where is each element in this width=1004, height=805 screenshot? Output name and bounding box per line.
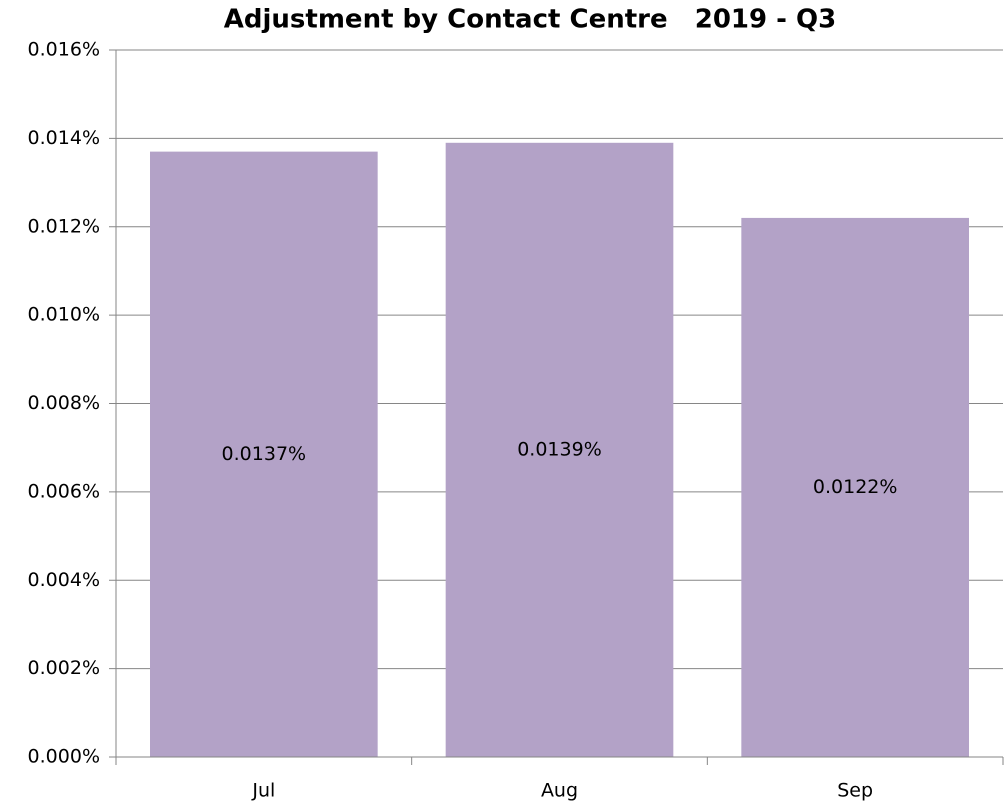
bar: [150, 151, 378, 758]
bar: [741, 217, 969, 758]
y-tick-label: 0.004%: [28, 569, 100, 591]
y-tick-label: 0.000%: [28, 746, 100, 768]
y-tick-label: 0.002%: [28, 657, 100, 679]
x-tick-label: Jul: [251, 780, 275, 802]
chart-title: Adjustment by Contact Centre 2019 - Q3: [224, 5, 836, 35]
x-tick-label: Sep: [837, 780, 873, 802]
y-tick-label: 0.010%: [28, 304, 100, 326]
data-label: 0.0122%: [813, 476, 898, 498]
x-tick-label: Aug: [541, 780, 578, 802]
y-tick-label: 0.008%: [28, 392, 100, 414]
y-tick-label: 0.012%: [28, 215, 100, 237]
data-label: 0.0139%: [517, 438, 602, 460]
data-label: 0.0137%: [222, 443, 307, 465]
y-tick-label: 0.016%: [28, 39, 100, 61]
bar: [445, 142, 674, 757]
y-tick-label: 0.014%: [28, 127, 100, 149]
y-tick-label: 0.006%: [28, 480, 100, 502]
